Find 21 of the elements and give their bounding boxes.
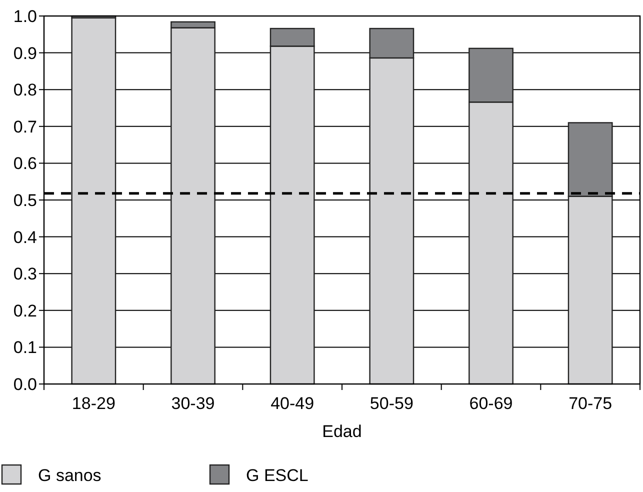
x-tick-label: 60-69 [469,394,513,413]
legend-label: G ESCL [246,466,308,485]
x-tick-label: 70-75 [568,394,612,413]
y-tick-label: 0.1 [13,338,37,358]
y-tick-label: 0.5 [13,190,37,210]
y-tick-label: 0.2 [13,301,37,320]
y-tick-label: 0.9 [13,44,37,63]
x-tick-label: 18-29 [72,394,116,413]
y-tick-label: 0.3 [13,264,37,284]
y-tick-label: 0.6 [13,154,37,174]
y-tick-label: 0.7 [13,117,37,136]
x-tick-label: 50-59 [370,394,414,413]
y-tick-label: 0.0 [13,374,37,394]
x-tick-label: 30-39 [171,394,215,413]
x-tick-label: 40-49 [270,394,314,413]
legend-label: G sanos [38,466,102,485]
x-axis-title: Edad [322,422,362,441]
bar [71,17,116,385]
y-tick-label: 0.8 [13,80,37,100]
y-tick-label: 0.4 [13,228,37,247]
y-tick-label: 1.0 [13,6,37,26]
